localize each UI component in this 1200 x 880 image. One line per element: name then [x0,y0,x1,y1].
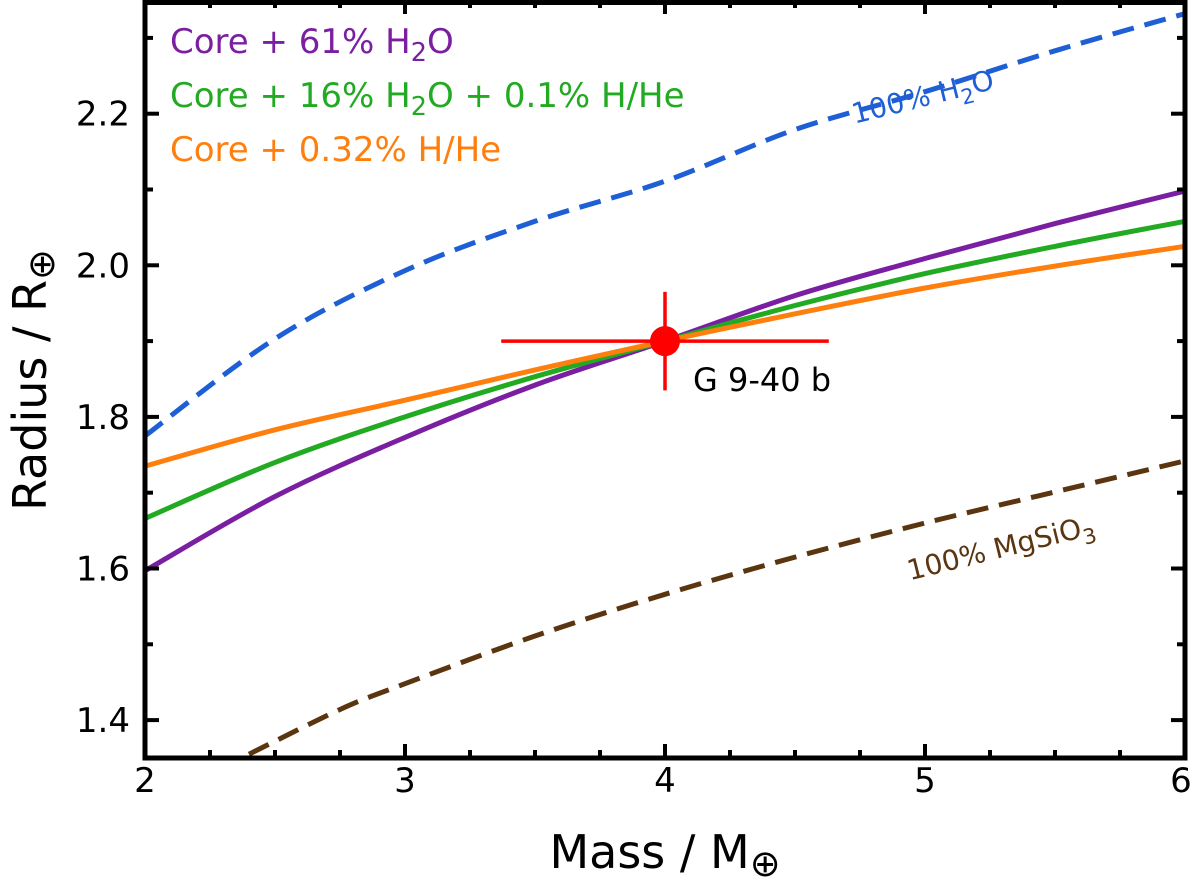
x-tick-label: 5 [914,761,936,801]
x-tick-label: 4 [654,761,676,801]
data-point-marker [650,326,680,357]
y-tick-label: 1.8 [76,398,130,438]
y-tick-label: 1.4 [76,701,130,741]
series-line-100-mgsio [247,458,1185,757]
legend-entry-1: Core + 61% H2O [170,22,454,68]
curve-label-100-mgsio: 100% MgSiO3 [904,509,1100,593]
curve-label-100-h-o: 100% H2O [848,63,999,136]
y-tick-label: 2.2 [76,95,130,135]
x-tick-label: 6 [1170,761,1192,801]
x-tick-label: 2 [134,761,156,801]
y-axis-title: Radius / R⊕ [3,249,63,511]
ticks-layer [145,0,1185,758]
x-tick-label: 3 [394,761,416,801]
y-tick-label: 2.0 [76,246,130,286]
y-tick-label: 1.6 [76,550,130,590]
legend-entry-3: Core + 0.32% H/He [170,130,501,170]
labels-layer: 2 3 4 5 6 1.4 1.6 1.8 2.0 2.2 Mass / M⊕ Radius / R⊕… [3,22,1192,880]
x-axis-title: Mass / M⊕ [549,825,780,880]
data-point-layer: G 9-40 b [501,291,831,399]
legend-entry-2: Core + 16% H2O + 0.1% H/He [170,76,685,122]
data-point-label: G 9-40 b [693,361,831,399]
